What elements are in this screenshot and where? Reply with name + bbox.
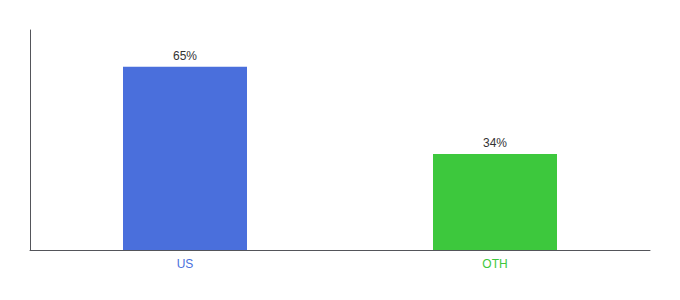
svg-text:US: US <box>177 257 194 271</box>
svg-text:65%: 65% <box>173 49 197 63</box>
svg-text:OTH: OTH <box>482 257 507 271</box>
svg-text:34%: 34% <box>483 136 507 150</box>
